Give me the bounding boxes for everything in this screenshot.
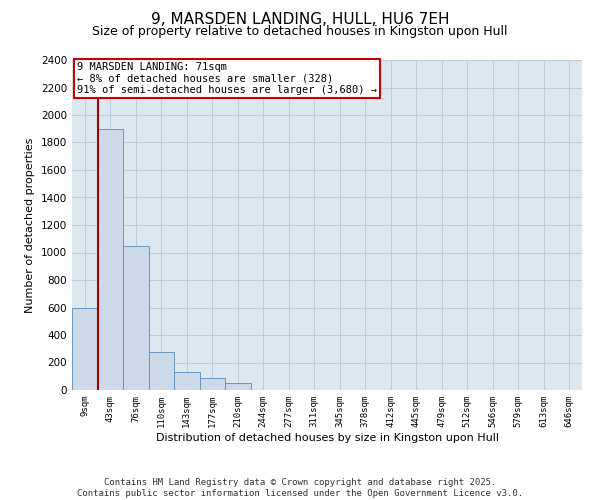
Text: Contains HM Land Registry data © Crown copyright and database right 2025.
Contai: Contains HM Land Registry data © Crown c…: [77, 478, 523, 498]
Bar: [97, 128, 123, 390]
Text: 9 MARSDEN LANDING: 71sqm
← 8% of detached houses are smaller (328)
91% of semi-d: 9 MARSDEN LANDING: 71sqm ← 8% of detache…: [77, 62, 377, 95]
Y-axis label: Number of detached properties: Number of detached properties: [25, 138, 35, 312]
Bar: [72, 308, 97, 390]
X-axis label: Distribution of detached houses by size in Kingston upon Hull: Distribution of detached houses by size …: [155, 432, 499, 442]
Bar: [149, 352, 174, 390]
Bar: [174, 372, 199, 390]
Bar: [225, 383, 251, 390]
Text: Size of property relative to detached houses in Kingston upon Hull: Size of property relative to detached ho…: [92, 25, 508, 38]
Bar: [123, 246, 149, 390]
Text: 9, MARSDEN LANDING, HULL, HU6 7EH: 9, MARSDEN LANDING, HULL, HU6 7EH: [151, 12, 449, 28]
Bar: [199, 378, 225, 390]
